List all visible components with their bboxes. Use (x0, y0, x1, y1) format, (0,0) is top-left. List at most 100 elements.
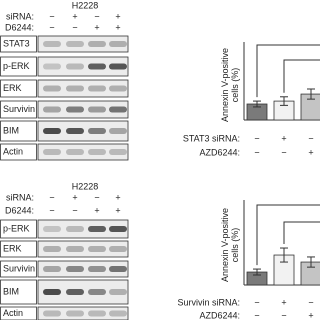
cell-line: H2228 (72, 0, 99, 10)
condition-mark: + (94, 22, 99, 32)
condition-mark: − (94, 192, 99, 202)
label-box (0, 100, 37, 119)
significance-bracket (256, 44, 320, 98)
band (43, 310, 61, 317)
band (88, 63, 106, 70)
condition-mark: − (72, 22, 77, 32)
axis-label-line: Annexin V-positive (220, 208, 230, 282)
significance-bracket (256, 204, 320, 266)
band (109, 41, 127, 47)
condition-mark: − (72, 205, 77, 215)
band (43, 289, 61, 295)
row-label: Actin (3, 146, 23, 156)
band (43, 128, 61, 134)
band (43, 266, 61, 272)
band (88, 106, 106, 113)
error-bar (280, 247, 288, 263)
band (66, 85, 84, 92)
condition-label: siRNA: (6, 11, 34, 21)
row-label: STAT3 (3, 38, 30, 48)
band (43, 246, 61, 252)
error-bar (307, 256, 315, 268)
label-box (0, 240, 37, 258)
axis-label: Annexin V-positivecells (%) (220, 48, 240, 122)
condition-mark: + (308, 310, 313, 320)
error-bar (253, 100, 261, 108)
error-bar (307, 88, 315, 100)
condition-mark: − (308, 133, 313, 143)
condition-mark: − (94, 11, 99, 21)
label-box (0, 120, 37, 142)
row-label: p-ERK (3, 61, 30, 71)
axis-label-line: Annexin V-positive (220, 48, 230, 122)
band (66, 63, 84, 70)
band (66, 266, 84, 272)
condition-mark: − (49, 11, 54, 21)
label-box (0, 56, 37, 77)
axis-label: Annexin V-positivecells (%) (220, 208, 240, 282)
row-label: p-ERK (3, 223, 30, 233)
row-label: ERK (3, 83, 22, 93)
band (43, 41, 61, 47)
condition-label: D6244: (5, 205, 34, 215)
band (109, 106, 127, 113)
band (88, 246, 106, 252)
condition-mark: + (281, 133, 286, 143)
label-box (0, 35, 37, 53)
band (66, 106, 84, 113)
condition-label: D6244: (5, 22, 34, 32)
band (66, 128, 84, 134)
row-label: BIM (3, 125, 19, 135)
label-box (0, 306, 37, 320)
condition-label: AZD6244: (199, 310, 240, 320)
band (109, 226, 127, 232)
condition-label: STAT3 siRNA: (183, 133, 240, 143)
band (88, 41, 106, 47)
condition-mark: − (254, 310, 259, 320)
row-label: Survivin (3, 263, 35, 273)
row-label: Actin (3, 308, 23, 318)
band (66, 289, 84, 295)
label-box (0, 279, 37, 305)
condition-mark: − (49, 22, 54, 32)
condition-mark: + (94, 205, 99, 215)
row-label: BIM (3, 286, 19, 296)
condition-mark: + (281, 297, 286, 307)
band (66, 226, 84, 232)
band (43, 85, 61, 92)
condition-label: Survivin siRNA: (177, 297, 240, 307)
band (43, 106, 61, 113)
condition-mark: − (49, 205, 54, 215)
condition-mark: + (308, 147, 313, 157)
condition-label: AZD6244: (199, 147, 240, 157)
band (66, 310, 84, 317)
band (88, 289, 106, 295)
label-box (0, 79, 37, 98)
band (43, 63, 61, 70)
condition-mark: + (72, 11, 77, 21)
band (43, 226, 61, 232)
condition-mark: − (281, 147, 286, 157)
band (88, 128, 106, 134)
condition-mark: − (308, 297, 313, 307)
band (109, 310, 127, 317)
band (66, 149, 84, 155)
axis-label-line: cells (%) (230, 68, 240, 103)
condition-mark: + (115, 192, 120, 202)
condition-mark: + (115, 205, 120, 215)
band (88, 266, 106, 272)
condition-label: siRNA: (6, 192, 34, 202)
axis-label-line: cells (%) (230, 228, 240, 263)
cell-line: H2228 (72, 181, 99, 191)
band (109, 128, 127, 134)
band (88, 310, 106, 317)
band (109, 149, 127, 155)
band (109, 266, 127, 272)
label-box (0, 260, 37, 278)
band (109, 85, 127, 92)
row-label: Survivin (3, 104, 35, 114)
significance-bracket (283, 221, 320, 245)
condition-mark: − (49, 192, 54, 202)
band (88, 85, 106, 92)
